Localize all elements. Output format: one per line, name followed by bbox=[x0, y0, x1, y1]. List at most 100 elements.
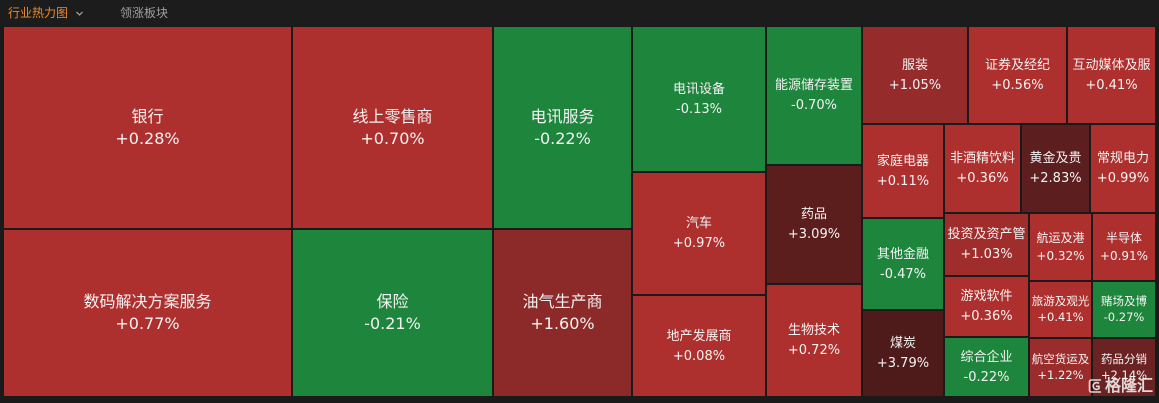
sector-change: +0.28% bbox=[115, 128, 180, 148]
sector-name: 数码解决方案服务 bbox=[83, 292, 212, 311]
tile-gold-precious-metals[interactable]: 黄金及贵 +2.83% bbox=[1022, 125, 1089, 212]
tile-oil-gas-producers[interactable]: 油气生产商 +1.60% bbox=[494, 230, 631, 396]
sector-change: +2.14% bbox=[1100, 368, 1148, 382]
sector-name: 半导体 bbox=[1105, 231, 1142, 245]
sector-change: -0.21% bbox=[364, 314, 421, 333]
tile-securities-brokerage[interactable]: 证券及经纪 +0.56% bbox=[969, 27, 1066, 123]
sector-change: -0.22% bbox=[534, 128, 591, 148]
sector-change: +0.08% bbox=[672, 348, 726, 364]
tab-leading-sectors[interactable]: 领涨板块 bbox=[120, 0, 168, 26]
sector-change: +1.60% bbox=[530, 314, 595, 333]
tile-air-freight[interactable]: 航空货运及 +1.22% bbox=[1030, 339, 1091, 396]
sector-name: 其他金融 bbox=[876, 246, 929, 262]
tile-biotechnology[interactable]: 生物技术 +0.72% bbox=[767, 285, 861, 396]
chevron-down-icon bbox=[75, 9, 84, 18]
sector-change: +0.70% bbox=[360, 128, 425, 148]
sector-change: +3.09% bbox=[787, 227, 841, 242]
tile-other-financials[interactable]: 其他金融 -0.47% bbox=[863, 219, 943, 309]
sector-change: +0.72% bbox=[787, 343, 841, 358]
sector-name: 赌场及博 bbox=[1101, 293, 1147, 308]
sector-name: 家庭电器 bbox=[876, 153, 929, 169]
sector-name: 旅游及观光 bbox=[1031, 293, 1090, 308]
tile-investment-asset-management[interactable]: 投资及资产管 +1.03% bbox=[945, 214, 1028, 275]
sector-name: 电讯设备 bbox=[672, 81, 725, 97]
tile-online-retailers[interactable]: 线上零售商 +0.70% bbox=[293, 27, 492, 228]
watermark-text: 格隆汇 bbox=[1105, 376, 1154, 395]
sector-change: +0.41% bbox=[1037, 310, 1084, 324]
sector-change: +0.97% bbox=[672, 236, 726, 251]
sector-change: -0.70% bbox=[791, 98, 837, 113]
sector-name: 生物技术 bbox=[787, 323, 840, 338]
industry-heatmap-dropdown[interactable]: 行业热力图 bbox=[8, 0, 84, 26]
sector-change: -0.47% bbox=[880, 266, 926, 282]
tile-pharmaceuticals[interactable]: 药品 +3.09% bbox=[767, 166, 861, 283]
sector-change: +3.79% bbox=[876, 356, 930, 371]
tab-label: 领涨板块 bbox=[120, 6, 169, 20]
tile-energy-storage[interactable]: 能源储存装置 -0.70% bbox=[767, 27, 861, 164]
tile-digital-solutions-services[interactable]: 数码解决方案服务 +0.77% bbox=[4, 230, 291, 396]
sector-name: 药品分销 bbox=[1101, 351, 1147, 366]
tile-automobiles[interactable]: 汽车 +0.97% bbox=[633, 173, 765, 294]
sector-change: +1.03% bbox=[960, 247, 1013, 262]
tile-telecom-services[interactable]: 电讯服务 -0.22% bbox=[494, 27, 631, 228]
tile-apparel[interactable]: 服装 +1.05% bbox=[863, 27, 967, 123]
tile-conglomerates[interactable]: 综合企业 -0.22% bbox=[945, 338, 1028, 396]
tile-banks[interactable]: 银行 +0.28% bbox=[4, 27, 291, 228]
sector-name: 投资及资产管 bbox=[947, 227, 1026, 242]
sector-change: +0.41% bbox=[1085, 77, 1138, 93]
tile-household-appliances[interactable]: 家庭电器 +0.11% bbox=[863, 125, 943, 217]
gelonghui-logo-icon bbox=[1088, 378, 1103, 394]
sector-change: -0.13% bbox=[676, 101, 722, 117]
sector-name: 保险 bbox=[376, 292, 409, 311]
sector-name: 游戏软件 bbox=[960, 289, 1013, 304]
sector-name: 非酒精饮料 bbox=[949, 151, 1015, 166]
sector-change: +0.91% bbox=[1099, 249, 1149, 263]
sector-change: +1.22% bbox=[1037, 368, 1084, 382]
sector-name: 综合企业 bbox=[960, 349, 1013, 365]
tile-drug-distribution[interactable]: 药品分销 +2.14% bbox=[1093, 339, 1155, 396]
sector-change: -0.27% bbox=[1103, 310, 1145, 324]
sector-name: 煤炭 bbox=[889, 336, 916, 351]
sector-change: +0.99% bbox=[1096, 171, 1150, 186]
sector-name: 线上零售商 bbox=[352, 106, 433, 126]
sector-change: +2.83% bbox=[1029, 171, 1082, 186]
sector-change: +0.11% bbox=[876, 173, 930, 189]
tile-shipping-ports[interactable]: 航运及港 +0.32% bbox=[1030, 214, 1091, 280]
tile-interactive-media[interactable]: 互动媒体及服 +0.41% bbox=[1068, 27, 1155, 123]
tile-gaming-software[interactable]: 游戏软件 +0.36% bbox=[945, 277, 1028, 336]
sector-change: +0.36% bbox=[956, 171, 1009, 186]
sector-name: 电讯服务 bbox=[530, 106, 595, 126]
tile-telecom-equipment[interactable]: 电讯设备 -0.13% bbox=[633, 27, 765, 171]
tile-conventional-power[interactable]: 常规电力 +0.99% bbox=[1091, 125, 1155, 212]
tile-travel-tourism[interactable]: 旅游及观光 +0.41% bbox=[1030, 282, 1091, 337]
tile-non-alcoholic-beverages[interactable]: 非酒精饮料 +0.36% bbox=[945, 125, 1020, 212]
sector-change: +0.56% bbox=[991, 77, 1044, 93]
sector-change: +0.36% bbox=[960, 309, 1013, 324]
tab-label: 行业热力图 bbox=[8, 6, 69, 20]
sector-name: 汽车 bbox=[685, 216, 712, 231]
sector-name: 能源储存装置 bbox=[774, 78, 853, 93]
sector-change: +0.32% bbox=[1036, 249, 1085, 263]
sector-name: 航空货运及 bbox=[1031, 351, 1090, 366]
sector-name: 互动媒体及服 bbox=[1072, 57, 1151, 73]
sector-name: 银行 bbox=[131, 106, 164, 126]
tile-property-developers[interactable]: 地产发展商 +0.08% bbox=[633, 296, 765, 396]
tile-semiconductors[interactable]: 半导体 +0.91% bbox=[1093, 214, 1155, 280]
sector-name: 地产发展商 bbox=[666, 328, 732, 344]
industry-heatmap: 银行 +0.28% 数码解决方案服务 +0.77% 线上零售商 +0.70% 保… bbox=[4, 27, 1155, 396]
sector-change: -0.22% bbox=[963, 369, 1010, 385]
sector-name: 药品 bbox=[800, 207, 827, 222]
tile-insurance[interactable]: 保险 -0.21% bbox=[293, 230, 492, 396]
sector-name: 证券及经纪 bbox=[984, 57, 1050, 73]
sector-name: 服装 bbox=[901, 57, 928, 73]
heatmap-header: 行业热力图 领涨板块 bbox=[0, 0, 1159, 26]
sector-change: +1.05% bbox=[888, 77, 942, 93]
gelonghui-watermark: 格隆汇 bbox=[1088, 376, 1154, 396]
tile-coal[interactable]: 煤炭 +3.79% bbox=[863, 311, 943, 396]
sector-name: 航运及港 bbox=[1036, 231, 1085, 245]
sector-change: +0.77% bbox=[115, 314, 180, 333]
tile-casinos-gaming[interactable]: 赌场及博 -0.27% bbox=[1093, 282, 1155, 337]
sector-name: 常规电力 bbox=[1096, 151, 1149, 166]
sector-name: 黄金及贵 bbox=[1029, 151, 1082, 166]
sector-name: 油气生产商 bbox=[522, 292, 603, 311]
